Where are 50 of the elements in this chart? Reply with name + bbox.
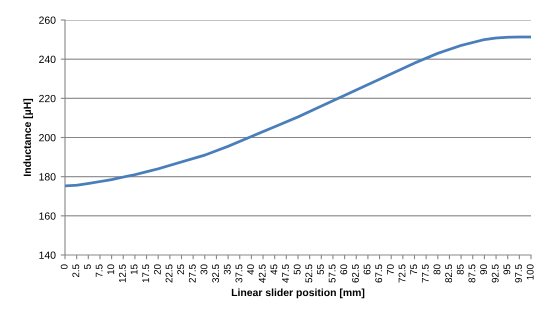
y-tick-label: 240: [39, 56, 56, 64]
x-tick-label: 100: [526, 264, 534, 280]
x-tick-label: 12.5: [118, 264, 126, 282]
x-tick-label: 80: [434, 264, 440, 274]
x-tick-label: 50: [294, 264, 301, 274]
x-tick-label: 70: [386, 264, 394, 274]
x-tick-label: 75: [410, 264, 418, 274]
x-tick-label: 72.5: [398, 264, 406, 282]
x-tick-label: 62.5: [352, 264, 359, 282]
x-tick-label: 82.5: [445, 264, 452, 283]
y-tick-label: 200: [39, 134, 56, 142]
x-tick-label: 25: [177, 264, 184, 274]
x-axis-title: Linear slider position [mm]: [232, 288, 364, 298]
x-tick-label: 35: [224, 264, 231, 274]
x-tick-label: 60: [340, 264, 348, 274]
x-tick-label: 10: [107, 264, 114, 274]
x-tick-label: 57.5: [328, 264, 336, 283]
y-axis-title: Inductance [µH]: [23, 98, 34, 176]
x-tick-label: 45: [270, 264, 278, 275]
x-tick-label: 2.5: [72, 264, 80, 278]
x-tick-label: 37.5: [235, 264, 242, 283]
x-tick-label: 77.5: [422, 264, 429, 282]
x-tick-label: 55: [317, 264, 324, 274]
x-tick-label: 47.5: [282, 264, 289, 283]
x-tick-label: 15: [130, 264, 138, 274]
x-tick-label: 85: [456, 264, 464, 274]
x-tick-label: 32.5: [212, 264, 220, 283]
x-tick-label: 65: [364, 264, 371, 274]
y-tick-label: 160: [39, 212, 56, 220]
x-tick-label: 97.5: [515, 264, 522, 282]
x-tick-label: 5: [84, 264, 91, 270]
x-tick-label: 40: [247, 264, 254, 275]
y-tick-label: 220: [39, 94, 56, 102]
x-tick-label: 95: [503, 264, 510, 274]
x-tick-label: 92.5: [492, 264, 499, 282]
x-tick-label: 30: [200, 264, 208, 274]
x-tick-label: 90: [480, 264, 488, 274]
x-tick-label: 67.5: [375, 264, 382, 282]
x-tick-label: 7.5: [96, 264, 103, 278]
x-tick-label: 52.5: [305, 264, 312, 283]
x-tick-label: 20: [154, 264, 161, 274]
x-tick-label: 0: [60, 264, 68, 270]
y-tick-label: 140: [39, 252, 56, 259]
x-tick-label: 42.5: [258, 264, 266, 283]
x-tick-label: 22.5: [166, 264, 172, 282]
x-tick-label: 27.5: [188, 264, 196, 282]
x-tick-label: 17.5: [142, 264, 150, 282]
y-tick-label: 180: [39, 173, 56, 181]
x-tick-label: 87.5: [468, 264, 476, 283]
y-tick-label: 260: [39, 16, 56, 24]
